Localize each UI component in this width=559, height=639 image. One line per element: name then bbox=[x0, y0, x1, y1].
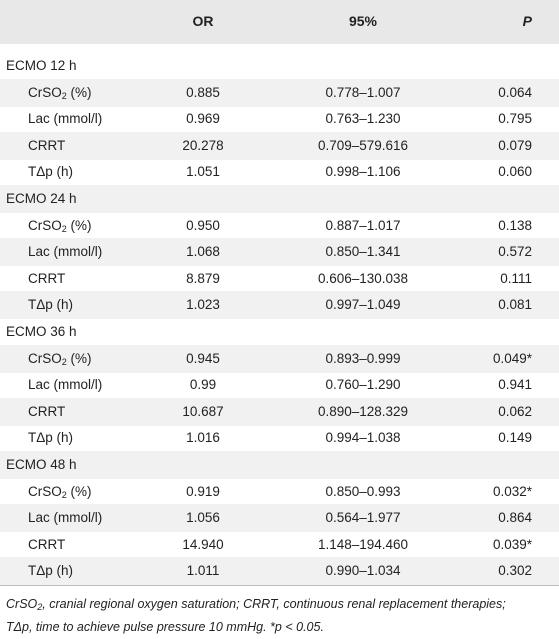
table-group-row: ECMO 36 h bbox=[0, 318, 559, 346]
table-row: CrSO2 (%) 0.950 0.887–1.017 0.138 bbox=[0, 212, 559, 240]
table-row: TΔp (h) 1.016 0.994–1.038 0.149 bbox=[0, 424, 559, 452]
row-label: CRRT bbox=[28, 270, 66, 286]
cell-ci: 0.893–0.999 bbox=[325, 350, 401, 366]
table-row: CRRT 20.278 0.709–579.616 0.079 bbox=[0, 131, 559, 160]
row-label: ECMO 48 h bbox=[6, 457, 77, 472]
cell-or: 8.879 bbox=[186, 270, 220, 286]
table-row: CrSO2 (%) 0.945 0.893–0.999 0.049* bbox=[0, 344, 559, 373]
cell-or: 20.278 bbox=[182, 137, 224, 153]
table-row: Lac (mmol/l) 1.056 0.564–1.977 0.864 bbox=[0, 504, 559, 533]
cell-or: 14.940 bbox=[182, 536, 224, 552]
cell-or: 10.687 bbox=[182, 403, 224, 419]
footnote-divider bbox=[0, 585, 559, 586]
cell-p: 0.302 bbox=[498, 563, 532, 579]
cell-p: 0.081 bbox=[498, 297, 532, 313]
cell-p: 0.079 bbox=[498, 137, 532, 153]
table-row: Lac (mmol/l) 1.068 0.850–1.341 0.572 bbox=[0, 238, 559, 267]
header-p: P bbox=[522, 13, 532, 29]
cell-p: 0.572 bbox=[498, 244, 532, 260]
cell-ci: 0.760–1.290 bbox=[325, 377, 401, 393]
cell-or: 0.919 bbox=[186, 483, 220, 499]
table-group-row: ECMO 48 h bbox=[0, 451, 559, 479]
table-row: TΔp (h) 1.051 0.998–1.106 0.060 bbox=[0, 158, 559, 186]
row-label: Lac (mmol/l) bbox=[28, 510, 103, 526]
table-row: CRRT 14.940 1.148–194.460 0.039* bbox=[0, 531, 559, 559]
cell-p: 0.064 bbox=[498, 84, 532, 100]
row-label: CrSO2 (%) bbox=[28, 350, 92, 367]
cell-ci: 0.997–1.049 bbox=[325, 297, 401, 313]
cell-p: 0.039* bbox=[492, 536, 532, 552]
cell-ci: 0.850–0.993 bbox=[325, 483, 401, 499]
cell-or: 0.969 bbox=[186, 111, 220, 127]
row-label: Lac (mmol/l) bbox=[28, 244, 103, 260]
cell-ci: 0.890–128.329 bbox=[317, 403, 409, 419]
cell-p: 0.138 bbox=[498, 217, 532, 233]
row-label: CrSO2 (%) bbox=[28, 483, 92, 500]
cell-or: 1.051 bbox=[186, 164, 220, 180]
table-row: CRRT 10.687 0.890–128.329 0.062 bbox=[0, 397, 559, 426]
cell-ci: 0.564–1.977 bbox=[325, 510, 401, 526]
row-label: CRRT bbox=[28, 536, 66, 552]
table-row: TΔp (h) 1.011 0.990–1.034 0.302 bbox=[0, 557, 559, 586]
row-label: ECMO 36 h bbox=[6, 324, 77, 339]
row-label: ECMO 24 h bbox=[6, 191, 77, 206]
table-row: CRRT 8.879 0.606–130.038 0.111 bbox=[0, 265, 559, 293]
footnote-line-2: TΔp, time to achieve pulse pressure 10 m… bbox=[6, 620, 324, 634]
row-label: CRRT bbox=[28, 137, 66, 153]
cell-p: 0.032* bbox=[492, 483, 532, 499]
cell-p: 0.149 bbox=[498, 430, 532, 446]
cell-ci: 0.709–579.616 bbox=[317, 137, 409, 153]
cell-or: 0.99 bbox=[189, 377, 217, 393]
cell-p: 0.111 bbox=[500, 270, 532, 286]
table-row: CrSO2 (%) 0.919 0.850–0.993 0.032* bbox=[0, 478, 559, 506]
row-label: TΔp (h) bbox=[28, 430, 74, 446]
table-footnote: CrSO2, cranial regional oxygen saturatio… bbox=[6, 594, 554, 637]
header-ci: 95% bbox=[348, 13, 378, 29]
cell-or: 1.016 bbox=[186, 430, 220, 446]
cell-ci: 0.990–1.034 bbox=[325, 563, 401, 579]
cell-or: 0.950 bbox=[186, 217, 220, 233]
row-label: TΔp (h) bbox=[28, 563, 74, 579]
cell-p: 0.062 bbox=[498, 403, 532, 419]
cell-ci: 1.148–194.460 bbox=[317, 536, 409, 552]
cell-ci: 0.887–1.017 bbox=[325, 217, 401, 233]
row-label: Lac (mmol/l) bbox=[28, 111, 103, 127]
cell-p: 0.049* bbox=[492, 350, 532, 366]
table-row: CrSO2 (%) 0.885 0.778–1.007 0.064 bbox=[0, 78, 559, 107]
table-row: Lac (mmol/l) 0.969 0.763–1.230 0.795 bbox=[0, 105, 559, 133]
row-label: Lac (mmol/l) bbox=[28, 377, 103, 393]
cell-ci: 0.994–1.038 bbox=[325, 430, 401, 446]
table-group-row: ECMO 24 h bbox=[0, 185, 559, 213]
cell-p: 0.941 bbox=[498, 377, 532, 393]
cell-or: 1.068 bbox=[186, 244, 220, 260]
table-row: TΔp (h) 1.023 0.997–1.049 0.081 bbox=[0, 291, 559, 320]
cell-or: 0.945 bbox=[186, 350, 220, 366]
cell-p: 0.864 bbox=[498, 510, 532, 526]
row-label: TΔp (h) bbox=[28, 297, 74, 313]
row-label: ECMO 12 h bbox=[6, 58, 77, 73]
row-label: CrSO2 (%) bbox=[28, 84, 92, 101]
table-header: OR 95% P bbox=[0, 0, 559, 44]
cell-p: 0.795 bbox=[498, 111, 532, 127]
cell-ci: 0.778–1.007 bbox=[325, 84, 401, 100]
cell-or: 0.885 bbox=[186, 84, 220, 100]
row-label: CRRT bbox=[28, 403, 66, 419]
cell-ci: 0.606–130.038 bbox=[317, 270, 409, 286]
table-group-row: ECMO 12 h bbox=[0, 52, 559, 80]
cell-or: 1.011 bbox=[186, 563, 220, 579]
cell-ci: 0.998–1.106 bbox=[325, 164, 401, 180]
cell-p: 0.060 bbox=[498, 164, 532, 180]
cell-or: 1.056 bbox=[186, 510, 220, 526]
table-row: Lac (mmol/l) 0.99 0.760–1.290 0.941 bbox=[0, 371, 559, 399]
row-label: CrSO2 (%) bbox=[28, 217, 92, 234]
footnote-line-1: CrSO2, cranial regional oxygen saturatio… bbox=[6, 597, 506, 612]
cell-or: 1.023 bbox=[186, 297, 220, 313]
row-label: TΔp (h) bbox=[28, 164, 74, 180]
cell-ci: 0.850–1.341 bbox=[325, 244, 401, 260]
header-or: OR bbox=[192, 13, 214, 29]
cell-ci: 0.763–1.230 bbox=[325, 111, 401, 127]
